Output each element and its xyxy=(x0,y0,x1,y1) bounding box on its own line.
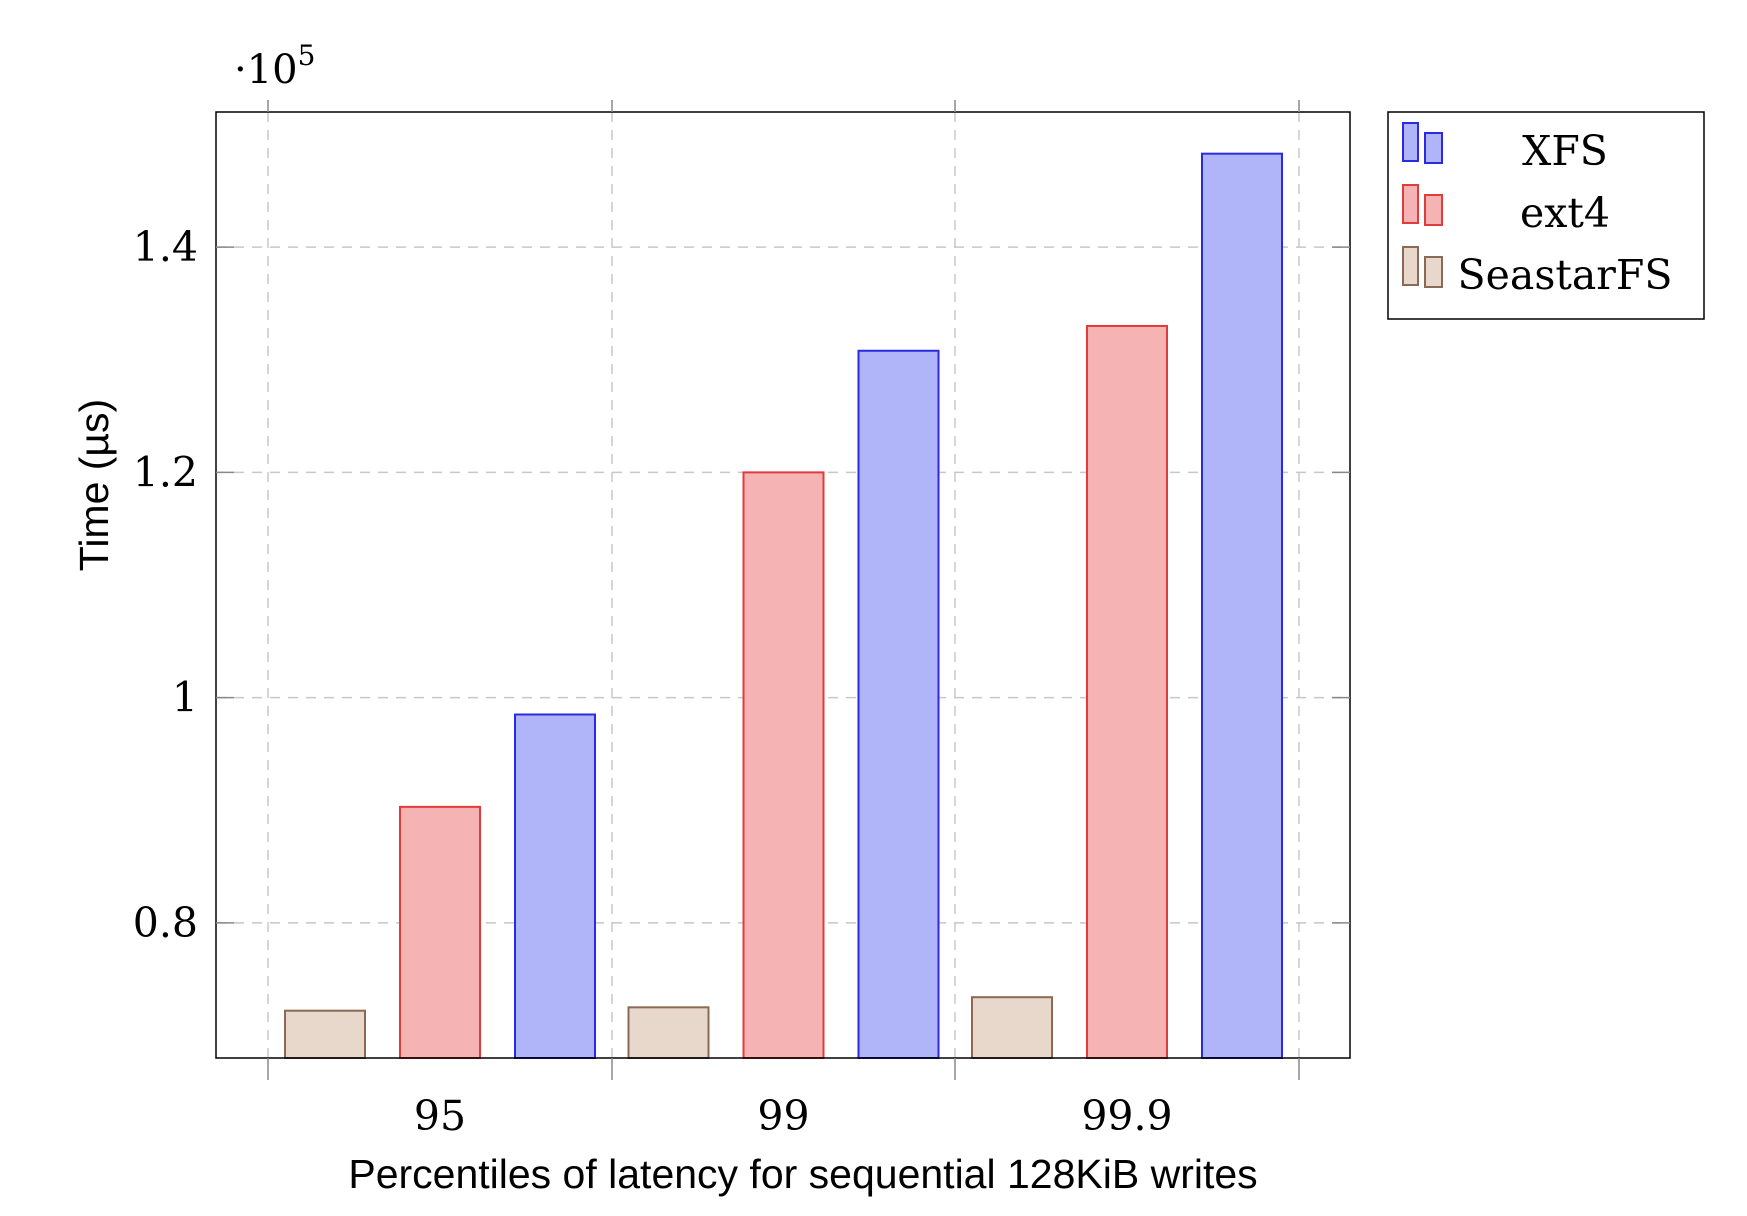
legend-label: ext4 xyxy=(1520,189,1610,237)
y-tick-label: 1.2 xyxy=(133,448,198,496)
legend-swatch xyxy=(1402,184,1419,224)
legend-swatch xyxy=(1424,194,1443,226)
bar-xfs-95 xyxy=(514,713,596,1059)
legend-swatch xyxy=(1402,246,1419,286)
x-axis-label: Percentiles of latency for sequential 12… xyxy=(348,1151,1257,1197)
legend-label: SeastarFS xyxy=(1458,251,1673,299)
bar-ext4-95 xyxy=(399,805,481,1059)
x-tick-label: 95 xyxy=(414,1092,466,1140)
bar-xfs-99 xyxy=(857,349,940,1059)
legend-swatch xyxy=(1424,256,1443,288)
legend-swatch xyxy=(1424,132,1443,164)
y-axis-label: Time (µs) xyxy=(71,399,117,571)
legend-label: XFS xyxy=(1522,127,1608,175)
plot-frame xyxy=(215,111,1351,1059)
scale-multiplier: ·105 xyxy=(234,39,315,93)
scale-multiplier-exponent: 5 xyxy=(298,39,316,72)
x-tick-label: 99.9 xyxy=(1081,1092,1172,1140)
bar-seastarfs-95 xyxy=(284,1009,366,1060)
legend-swatch xyxy=(1402,122,1419,162)
bars xyxy=(284,152,1283,1060)
bar-xfs-99-9 xyxy=(1201,152,1283,1059)
scale-multiplier-base: ·10 xyxy=(234,47,298,93)
x-tick-label: 99 xyxy=(757,1092,809,1140)
y-tick-labels: 0.8 1 1.2 1.4 xyxy=(133,223,198,947)
bar-seastarfs-99 xyxy=(627,1006,710,1059)
y-tick-label: 1 xyxy=(172,674,198,722)
axis-ticks xyxy=(216,100,1350,1080)
y-tick-label: 0.8 xyxy=(133,899,198,947)
legend: XFS ext4 SeastarFS xyxy=(1387,111,1705,320)
bar-seastarfs-99-9 xyxy=(971,996,1053,1060)
x-tick-labels: 95 99 99.9 xyxy=(414,1092,1173,1140)
bar-ext4-99 xyxy=(742,471,825,1059)
y-tick-label: 1.4 xyxy=(133,223,198,271)
bar-ext4-99-9 xyxy=(1086,324,1168,1059)
